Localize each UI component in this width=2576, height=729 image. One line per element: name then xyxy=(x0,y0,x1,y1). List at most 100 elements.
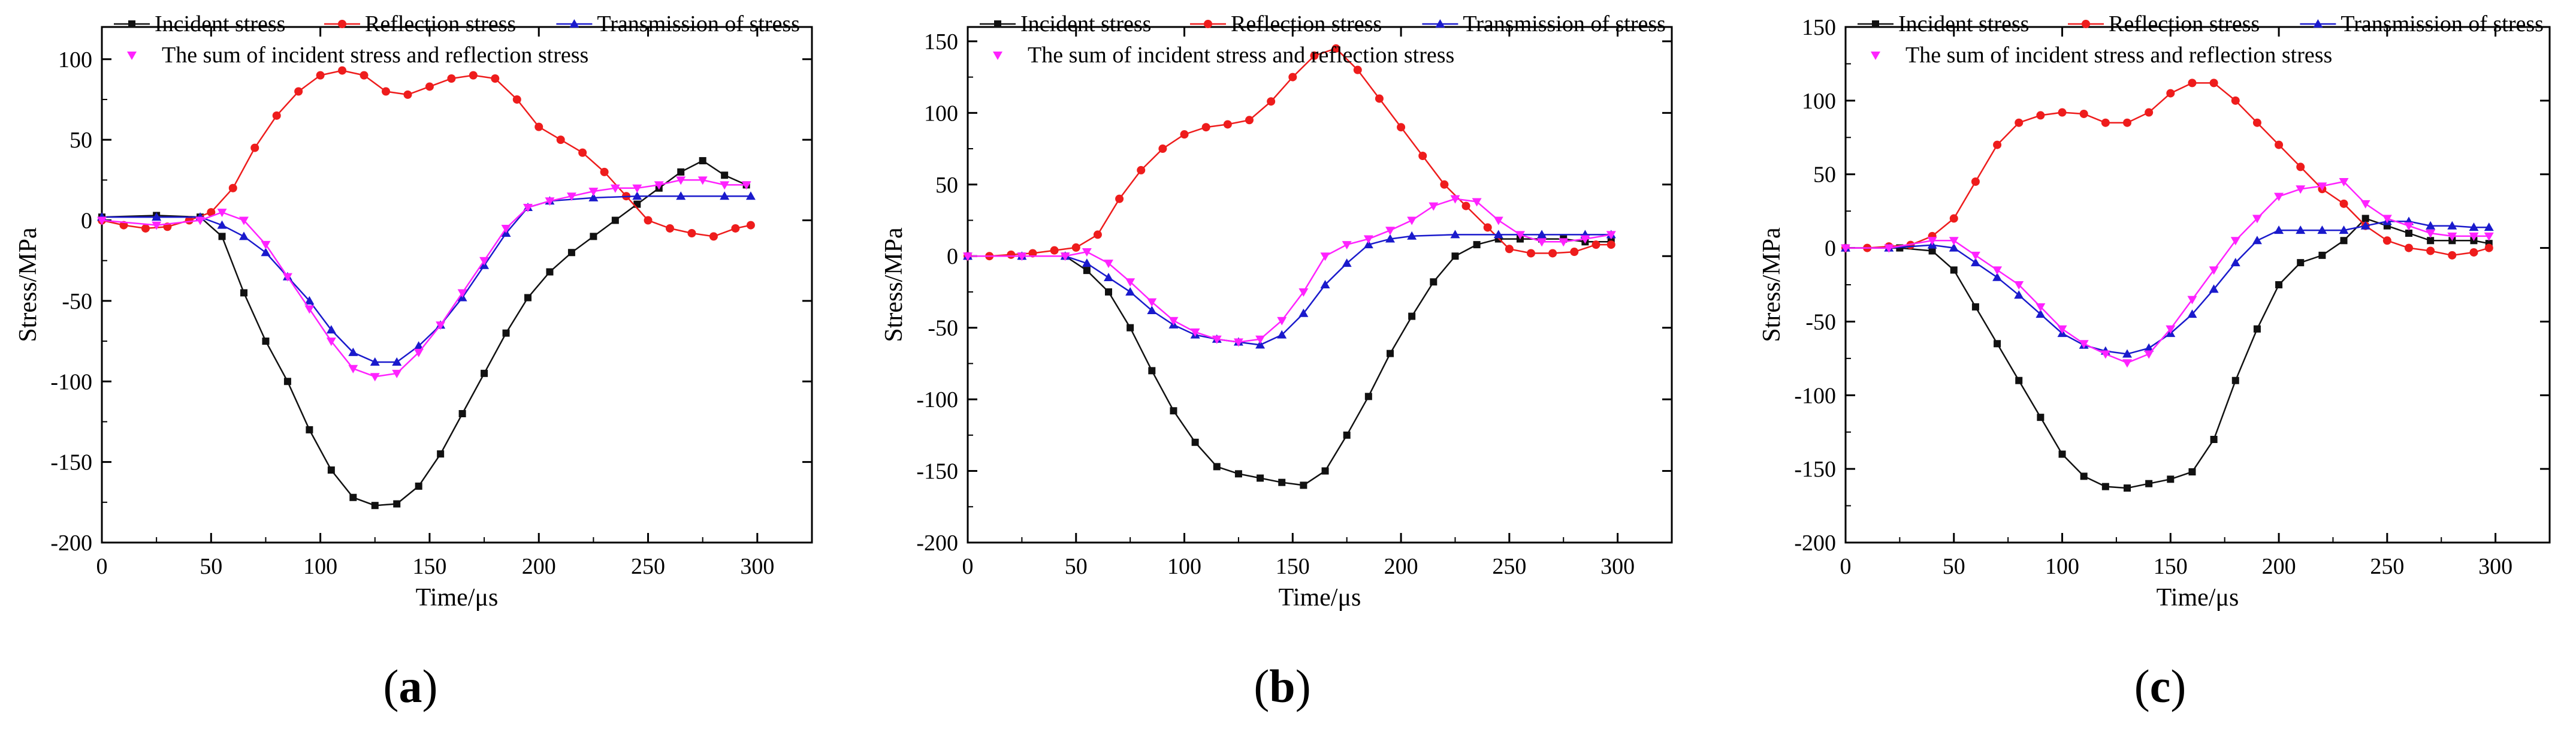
x-tick-label: 250 xyxy=(631,554,665,579)
data-point xyxy=(1125,287,1136,296)
data-point xyxy=(2382,236,2391,245)
data-point xyxy=(600,167,609,176)
data-point xyxy=(1255,340,1266,349)
data-point xyxy=(1387,350,1394,357)
y-tick-label: -150 xyxy=(916,459,958,484)
data-point xyxy=(2036,309,2046,318)
data-point xyxy=(1125,278,1136,287)
legend-marker xyxy=(2082,20,2090,28)
data-point xyxy=(349,493,357,501)
legend: Incident stress Reflection stress Transmis… xyxy=(114,11,800,68)
data-point xyxy=(2275,281,2283,288)
data-point xyxy=(283,378,291,385)
data-point xyxy=(217,209,227,218)
data-point xyxy=(2187,309,2197,318)
x-tick-label: 100 xyxy=(303,554,337,579)
data-point xyxy=(469,71,478,80)
data-point xyxy=(2296,225,2306,234)
data-point xyxy=(1213,463,1221,471)
series-incident-stress xyxy=(1842,215,2493,492)
data-point xyxy=(2484,232,2494,241)
data-point xyxy=(741,181,751,190)
data-point xyxy=(348,347,358,356)
data-point xyxy=(963,252,973,261)
x-axis-label: Time/μs xyxy=(2157,584,2239,611)
caption-a: (a) xyxy=(383,660,438,712)
data-point xyxy=(632,184,642,193)
data-point xyxy=(2014,290,2024,299)
x-tick-label: 100 xyxy=(1167,554,1201,579)
data-point xyxy=(556,135,565,144)
data-point xyxy=(481,369,488,377)
data-point xyxy=(1461,201,1470,210)
x-tick-label: 250 xyxy=(2370,554,2404,579)
data-point xyxy=(720,181,730,190)
legend-marker xyxy=(994,20,1001,28)
data-point xyxy=(262,338,270,345)
series-the-sum-of-incident-stress-and-reflection-stress xyxy=(963,195,1616,347)
data-point xyxy=(2447,232,2457,241)
data-point xyxy=(1028,249,1037,258)
data-point xyxy=(1300,481,1307,489)
data-point xyxy=(1928,247,1936,255)
caption-b-letter: b xyxy=(1269,660,1295,712)
data-point xyxy=(566,192,576,201)
data-point xyxy=(2036,303,2046,312)
data-point xyxy=(721,171,729,179)
data-point xyxy=(1385,234,1395,243)
data-point xyxy=(2360,221,2370,230)
data-point xyxy=(1483,223,1492,232)
series-line xyxy=(1846,217,2490,489)
data-point xyxy=(326,325,336,334)
data-point xyxy=(1147,298,1157,307)
data-point xyxy=(1321,467,1329,475)
data-point xyxy=(2036,111,2045,120)
data-point xyxy=(403,90,412,99)
data-point xyxy=(2252,118,2261,127)
series-line xyxy=(968,198,1612,343)
legend-marker xyxy=(2313,19,2323,28)
legend-marker xyxy=(569,19,579,28)
data-point xyxy=(392,369,402,378)
data-point xyxy=(1440,180,1449,189)
y-axis-label: Stress/MPa xyxy=(880,227,908,342)
legend-label: Incident stress xyxy=(1020,11,1151,37)
data-point xyxy=(1994,340,2001,348)
series-the-sum-of-incident-stress-and-reflection-stress xyxy=(1841,178,2494,368)
data-point xyxy=(2253,325,2261,333)
data-point xyxy=(2296,162,2305,171)
data-point xyxy=(437,450,445,458)
series-line xyxy=(1846,82,2490,257)
legend-label: The sum of incident stress and reflectio… xyxy=(162,43,588,68)
y-tick-label: 0 xyxy=(1825,236,1836,261)
x-axis-label: Time/μs xyxy=(1279,584,1361,611)
legend-marker xyxy=(127,52,137,60)
data-point xyxy=(479,257,490,266)
data-point xyxy=(326,338,336,347)
series-incident-stress xyxy=(964,235,1615,489)
data-point xyxy=(2080,472,2088,480)
data-point xyxy=(217,220,227,229)
data-point xyxy=(436,321,446,330)
x-tick-label: 300 xyxy=(740,554,774,579)
series-line xyxy=(101,70,751,237)
data-point xyxy=(207,208,216,217)
data-point xyxy=(195,216,206,225)
data-point xyxy=(524,294,531,302)
data-point xyxy=(1397,123,1406,132)
x-tick-label: 150 xyxy=(412,554,446,579)
data-point xyxy=(2231,376,2239,384)
series-line xyxy=(101,179,747,378)
data-point xyxy=(1082,248,1092,257)
data-point xyxy=(1127,324,1134,332)
data-point xyxy=(610,184,620,193)
caption-c: (c) xyxy=(2134,660,2187,712)
data-point xyxy=(1970,251,1980,260)
data-point xyxy=(304,296,315,305)
data-point xyxy=(611,216,619,224)
data-point xyxy=(1105,288,1112,296)
x-tick-label: 150 xyxy=(2154,554,2188,579)
data-point xyxy=(1331,44,1340,53)
chart-panel-b: 0 50 100 150 200 250 300 -200 -150 -100 -50 0 50 100 1… xyxy=(880,11,1673,611)
data-point xyxy=(2122,349,2132,358)
